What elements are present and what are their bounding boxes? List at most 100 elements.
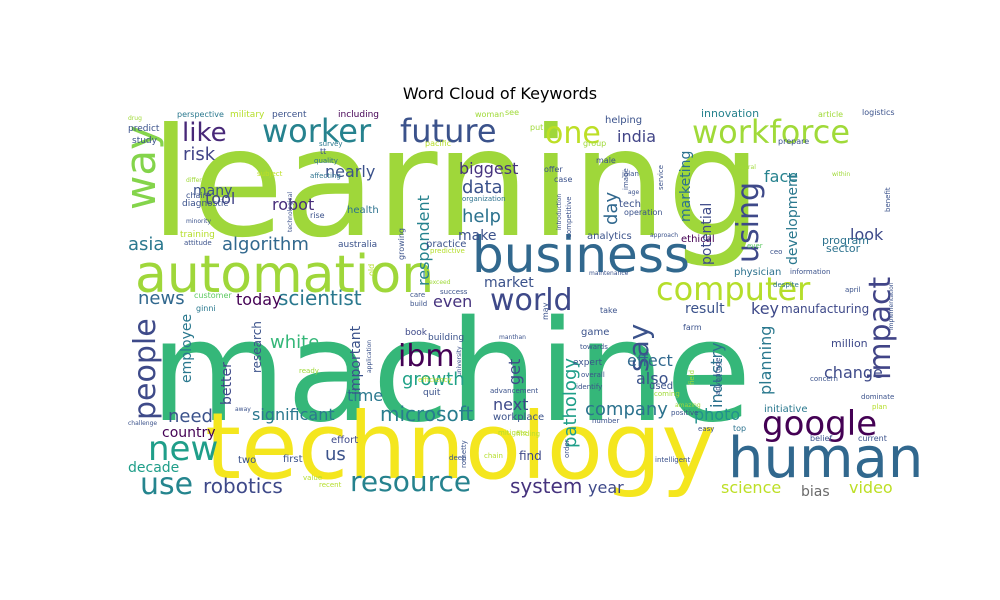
word-white: white	[270, 332, 319, 353]
word-respondent: respondent	[414, 195, 433, 286]
word-amazing: amazing	[675, 402, 701, 409]
word-information: information	[790, 268, 830, 276]
word-plan: plan	[872, 403, 887, 411]
word-image: image	[622, 168, 630, 190]
word-towards: towards	[580, 343, 608, 351]
word-old: old	[367, 264, 376, 276]
word-need: need	[168, 406, 213, 427]
word-two: two	[238, 455, 256, 466]
word-innovation: innovation	[701, 107, 759, 120]
word-result: result	[685, 301, 725, 317]
word-diagnostic: diagnostic	[182, 199, 228, 209]
word-also: also	[636, 369, 668, 388]
word-group: group	[583, 139, 606, 148]
word-change: change	[824, 363, 883, 382]
word-build: build	[410, 300, 427, 308]
word-book: book	[405, 328, 428, 338]
word-different: different	[186, 177, 212, 184]
word-important: important	[348, 325, 364, 395]
word-country: country	[162, 425, 216, 441]
word-organization: organization	[462, 195, 506, 203]
word-effort: effort	[331, 435, 358, 446]
word-value: value	[303, 474, 322, 482]
word-australia: australia	[338, 240, 377, 250]
word-resource: resource	[350, 465, 471, 498]
word-easy: easy	[698, 425, 714, 433]
word-technological: technological	[287, 192, 294, 232]
word-subject: subject	[257, 170, 283, 178]
word-technology: technology	[205, 393, 716, 500]
word-planning: planning	[756, 326, 775, 395]
word-deep: deep	[449, 454, 467, 462]
word-million: million	[831, 337, 868, 350]
word-ever: ever	[747, 242, 763, 250]
word-success: success	[440, 288, 468, 296]
word-company: company	[585, 399, 668, 420]
word-way: way	[116, 125, 165, 210]
word-robot: robot	[272, 195, 314, 214]
word-within: within	[832, 171, 850, 178]
word-industry: industry	[707, 342, 726, 408]
word-science: science	[721, 478, 781, 497]
word-business: business	[472, 226, 690, 284]
word-video: video	[849, 478, 893, 497]
word-male: male	[596, 156, 616, 165]
word-percent: percent	[272, 110, 307, 120]
word-workplace: workplace	[493, 412, 544, 423]
word-see: see	[505, 108, 519, 117]
word-make: make	[458, 228, 496, 244]
word-current: current	[858, 434, 887, 443]
word-development: development	[785, 172, 801, 265]
word-scientist: scientist	[278, 286, 362, 310]
word-human: human	[728, 426, 923, 491]
word-field: field	[688, 370, 696, 385]
word-worker: worker	[262, 112, 372, 150]
word-using: using	[731, 182, 766, 263]
word-advancement: advancement	[490, 387, 538, 395]
word-efficiency: efficiency	[418, 376, 452, 384]
word-overall: overall	[581, 371, 605, 379]
word-game: game	[581, 327, 609, 338]
word-rise: rise	[310, 211, 325, 220]
word-case: case	[554, 175, 572, 184]
word-market: market	[484, 275, 534, 291]
word-face: face	[764, 167, 798, 186]
word-may: may	[541, 302, 550, 320]
word-training: training	[180, 230, 215, 240]
word-predict: predict	[128, 124, 160, 134]
word-system: system	[510, 474, 582, 498]
word-prepare: prepare	[778, 137, 809, 146]
word-exceed: exceed	[429, 279, 451, 286]
word-customer: customer	[194, 291, 232, 300]
word-quit: quit	[423, 388, 441, 398]
word-ready: ready	[299, 367, 319, 375]
word-employee: employee	[179, 314, 195, 383]
word-challenge: challenge	[128, 420, 157, 427]
word-including: including	[338, 110, 379, 120]
word-risk: risk	[183, 144, 216, 165]
word-marketing: marketing	[678, 151, 694, 222]
word-study: study	[132, 136, 158, 146]
word-physician: physician	[734, 267, 781, 278]
word-finding: finding	[516, 430, 540, 438]
word-research: research	[250, 321, 264, 373]
word-minority: minority	[186, 218, 211, 225]
word-nearly: nearly	[325, 162, 375, 181]
word-helping: helping	[605, 115, 642, 126]
word-april: april	[845, 286, 861, 294]
word-introduction: introduction	[556, 194, 563, 230]
word-competitive: competitive	[565, 196, 573, 238]
word-rometty: rometty	[460, 440, 468, 468]
word-building: building	[428, 333, 464, 343]
word-used: used	[649, 381, 673, 392]
word-initiative: initiative	[764, 404, 808, 415]
word-growth: growth	[402, 369, 465, 390]
word-time: time	[347, 386, 383, 405]
word-order: order	[563, 439, 571, 458]
word-drug: drug	[128, 115, 142, 122]
word-sector: sector	[826, 242, 861, 255]
word-practice: practice	[426, 239, 466, 250]
word-bias: bias	[801, 484, 830, 500]
word-help: help	[462, 206, 501, 227]
